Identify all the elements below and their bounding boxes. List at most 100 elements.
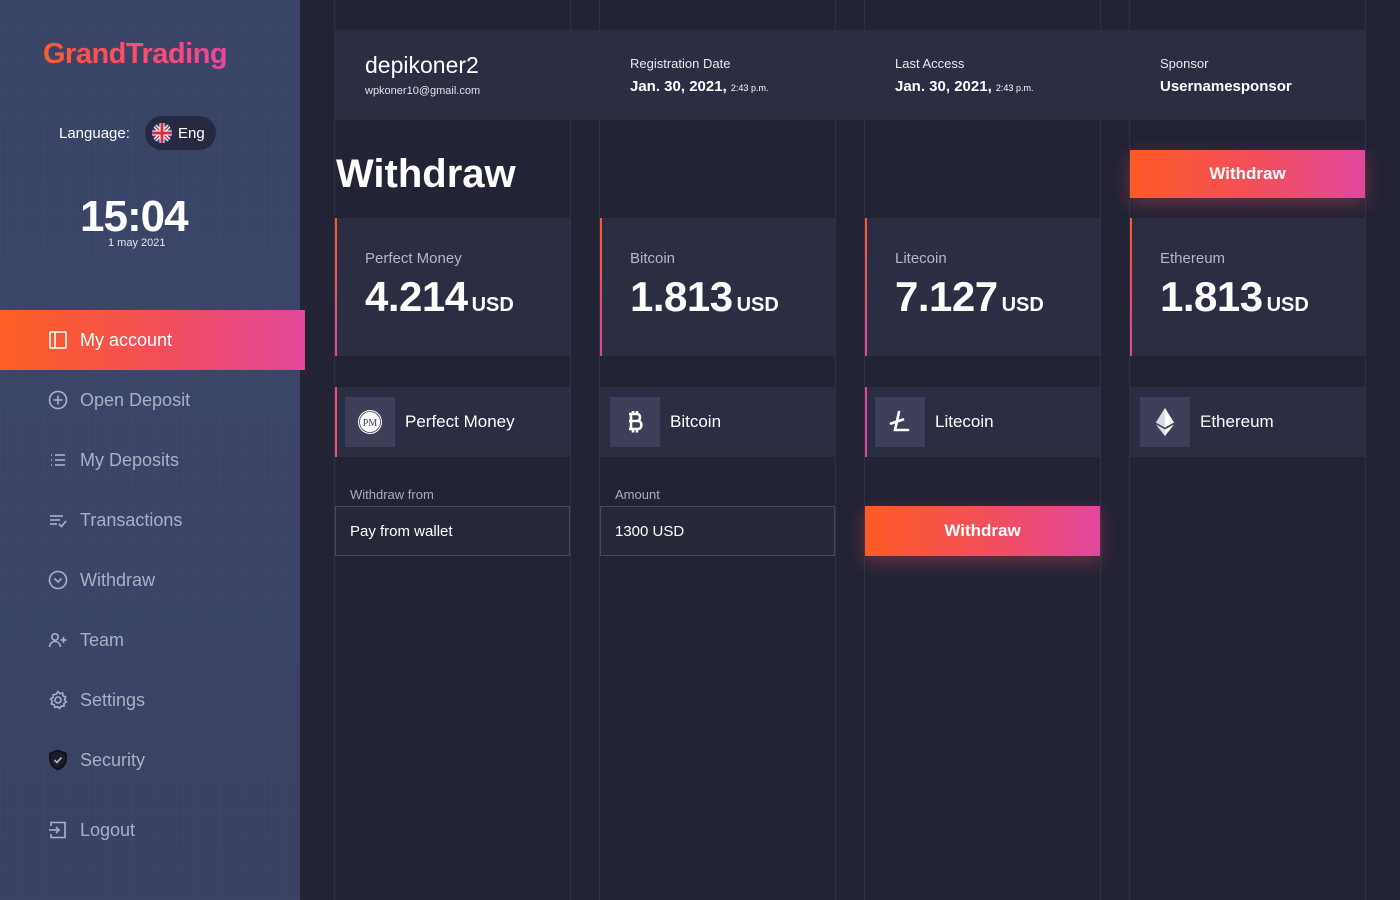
- sidebar-item-logout[interactable]: Logout: [0, 800, 300, 860]
- page-title: Withdraw: [336, 152, 516, 196]
- balance-name: Ethereum: [1160, 250, 1226, 267]
- username: depikoner2: [365, 52, 479, 78]
- method-litecoin[interactable]: Litecoin: [865, 387, 1100, 457]
- pm-glyph: PM: [363, 418, 378, 429]
- amount-label: Amount: [615, 487, 660, 502]
- card-accent: [600, 218, 602, 356]
- balance-card-perfect-money: Perfect Money 4.214 USD: [335, 218, 570, 356]
- sidebar-background-texture: [0, 0, 300, 900]
- sidebar-item-label: Security: [80, 749, 146, 770]
- withdraw-submit-button[interactable]: Withdraw: [865, 506, 1100, 556]
- balance-name: Litecoin: [895, 250, 947, 267]
- method-bitcoin[interactable]: Bitcoin: [600, 387, 835, 457]
- grid-line: [1100, 0, 1101, 900]
- balance-card-litecoin: Litecoin 7.127 USD: [865, 218, 1100, 356]
- last-access-value: Jan. 30, 2021, 2:43 p.m.: [895, 78, 1033, 95]
- balance-amount: 1.813: [1160, 273, 1263, 320]
- sidebar-item-label: Transactions: [80, 509, 183, 530]
- sidebar-item-settings[interactable]: Settings: [0, 670, 300, 730]
- perfect-money-icon: PM: [345, 397, 395, 447]
- language-value: Eng: [178, 124, 205, 142]
- grid-line: [570, 0, 571, 900]
- balance-name: Bitcoin: [630, 250, 676, 267]
- uk-flag-icon: [152, 123, 172, 143]
- balance-value: 1.813 USD: [1160, 273, 1309, 321]
- grid-line: [864, 0, 865, 900]
- method-name: Litecoin: [935, 412, 994, 431]
- sidebar-item-my-deposits[interactable]: My Deposits: [0, 430, 300, 490]
- balance-amount: 4.214: [365, 273, 468, 320]
- sidebar-item-label: Withdraw: [80, 569, 156, 590]
- balance-card-ethereum: Ethereum 1.813 USD: [1130, 218, 1365, 356]
- sidebar-item-label: Team: [80, 629, 125, 650]
- registration-date-value: Jan. 30, 2021, 2:43 p.m.: [630, 78, 768, 95]
- logout-icon: [47, 819, 69, 841]
- method-perfect-money[interactable]: PM Perfect Money: [335, 387, 570, 457]
- chevron-circle-icon: [47, 569, 69, 591]
- registration-time: 2:43 p.m.: [730, 83, 769, 93]
- method-name: Bitcoin: [670, 412, 722, 431]
- card-accent: [1130, 218, 1132, 356]
- sidebar-item-label: My account: [80, 329, 173, 350]
- sponsor-label: Sponsor: [1160, 56, 1209, 71]
- last-access-date: Jan. 30, 2021,: [895, 78, 992, 95]
- method-name: Perfect Money: [405, 412, 515, 431]
- sidebar-item-label: Settings: [80, 689, 146, 710]
- sidebar-item-my-account[interactable]: My account: [0, 310, 305, 370]
- balance-unit: USD: [471, 294, 514, 316]
- sidebar-item-label: My Deposits: [80, 449, 180, 470]
- language-selector[interactable]: Eng: [145, 116, 216, 150]
- grid-line: [599, 0, 600, 900]
- balance-value: 4.214 USD: [365, 273, 514, 321]
- balance-value: 7.127 USD: [895, 273, 1044, 321]
- balance-unit: USD: [736, 294, 779, 316]
- clock-date: 1 may 2021: [108, 237, 166, 249]
- registration-date: Jan. 30, 2021,: [630, 78, 727, 95]
- sidebar: GrandTrading Language: Eng 15:04 1 may 2…: [0, 0, 305, 900]
- shield-icon: [47, 749, 69, 771]
- sidebar-item-open-deposit[interactable]: Open Deposit: [0, 370, 300, 430]
- balance-amount: 7.127: [895, 273, 998, 320]
- sidebar-item-team[interactable]: Team: [0, 610, 300, 670]
- transactions-icon: [47, 509, 69, 531]
- add-user-icon: [47, 629, 69, 651]
- sidebar-item-label: Open Deposit: [80, 389, 191, 410]
- method-ethereum[interactable]: Ethereum: [1130, 387, 1365, 457]
- ethereum-icon: [1140, 397, 1190, 447]
- grid-line: [1129, 0, 1130, 900]
- method-name: Ethereum: [1200, 412, 1274, 431]
- grid-line: [1365, 0, 1366, 900]
- withdraw-top-button[interactable]: Withdraw: [1130, 150, 1365, 198]
- balance-unit: USD: [1001, 294, 1044, 316]
- grid-line: [334, 0, 335, 900]
- user-email: wpkoner10@gmail.com: [365, 85, 481, 97]
- withdraw-from-label: Withdraw from: [350, 487, 434, 502]
- sponsor-value: Usernamesponsor: [1160, 78, 1292, 95]
- clock-time: 15:04: [80, 192, 189, 241]
- sidebar-item-transactions[interactable]: Transactions: [0, 490, 300, 550]
- language-label: Language:: [59, 125, 130, 142]
- logo[interactable]: GrandTrading: [43, 38, 228, 70]
- list-icon: [47, 449, 69, 471]
- balance-value: 1.813 USD: [630, 273, 779, 321]
- sidebar-item-label: Logout: [80, 819, 136, 840]
- amount-input[interactable]: 1300 USD: [600, 506, 835, 556]
- plus-circle-icon: [47, 389, 69, 411]
- account-panel-icon: [47, 329, 69, 351]
- last-access-label: Last Access: [895, 56, 965, 71]
- card-accent: [335, 218, 337, 356]
- withdraw-from-select[interactable]: Pay from wallet: [335, 506, 570, 556]
- balance-name: Perfect Money: [365, 250, 462, 267]
- sidebar-item-withdraw[interactable]: Withdraw: [0, 550, 300, 610]
- litecoin-icon: [875, 397, 925, 447]
- account-header: [335, 30, 1365, 120]
- bitcoin-icon: [610, 397, 660, 447]
- last-access-time: 2:43 p.m.: [995, 83, 1034, 93]
- balance-amount: 1.813: [630, 273, 733, 320]
- card-accent: [865, 218, 867, 356]
- balance-card-bitcoin: Bitcoin 1.813 USD: [600, 218, 835, 356]
- balance-unit: USD: [1266, 294, 1309, 316]
- gear-icon: [47, 689, 69, 711]
- registration-date-label: Registration Date: [630, 56, 731, 71]
- sidebar-item-security[interactable]: Security: [0, 730, 300, 790]
